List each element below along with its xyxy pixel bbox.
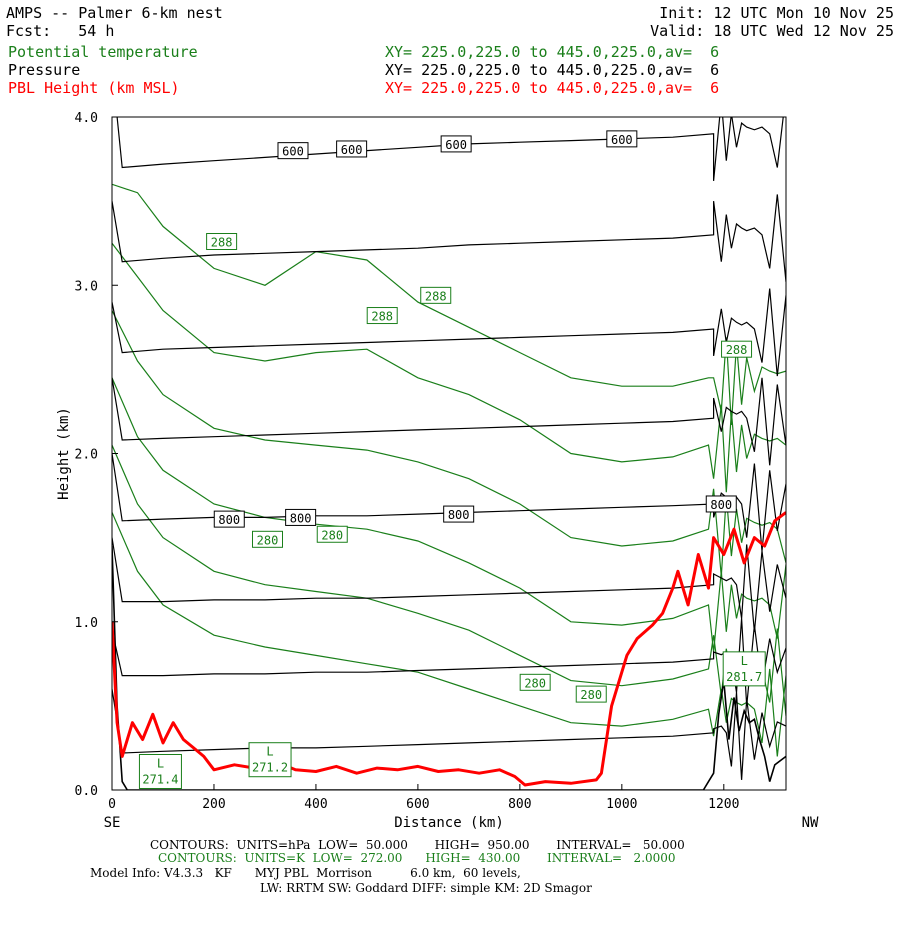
field-theta-name: Potential temperature xyxy=(8,43,198,61)
pressure-label-3-text: 600 xyxy=(611,133,633,147)
theta-contour-0 xyxy=(112,183,786,425)
theta-contour-1 xyxy=(112,242,786,493)
theta-label-10-box xyxy=(722,651,766,687)
theta-label-2-box xyxy=(420,286,452,304)
x-end-label-right: NW xyxy=(802,815,819,831)
pressure-contour-800 xyxy=(112,453,786,552)
theta-label-9-text: L xyxy=(266,745,273,759)
theta-label-4-text: 280 xyxy=(257,533,279,547)
field-pressure-xy: XY= 225.0,225.0 to 445.0,225.0,av= 6 xyxy=(385,61,720,79)
app-title: AMPS -- Palmer 6-km nest xyxy=(6,4,223,22)
cross-section-chart: 600 600 600 600 800 800 800 800 288 288 288 288 280 2… xyxy=(56,111,819,831)
forecast-label: Fcst: 54 h xyxy=(6,22,114,40)
theta-contour-info: CONTOURS: UNITS=K LOW= 272.00 HIGH= 430.… xyxy=(158,851,676,865)
pressure-label-2-box xyxy=(440,135,472,153)
theta-label-6-text: 280 xyxy=(524,676,546,690)
pressure-label-5-box xyxy=(285,508,317,526)
valid-time: Valid: 18 UTC Wed 12 Nov 25 xyxy=(650,22,894,40)
field-theta-xy: XY= 225.0,225.0 to 445.0,225.0,av= 6 xyxy=(385,43,720,61)
y-tick-label-0: 0.0 xyxy=(75,784,98,799)
x-tick-label-6: 1200 xyxy=(708,797,739,812)
theta-label-8-text: L xyxy=(157,756,164,770)
model-info-physics: LW: RRTM SW: Goddard DIFF: simple KM: 2D… xyxy=(260,881,592,895)
y-axis-label: Height (km) xyxy=(56,407,72,500)
x-tick-label-0: 0 xyxy=(108,797,116,812)
model-info: Model Info: V4.3.3 KF MYJ PBL Morrison 6… xyxy=(90,866,521,880)
pressure-contour-900 xyxy=(112,618,786,706)
pressure-label-5-text: 800 xyxy=(290,511,312,525)
pbl-height-line xyxy=(112,511,786,787)
pressure-label-6-box xyxy=(443,505,475,523)
pressure-label-7-box xyxy=(705,495,737,513)
pressure-contour-850 xyxy=(112,537,786,632)
theta-label-7-box xyxy=(575,685,607,703)
field-pbl-name: PBL Height (km MSL) xyxy=(8,79,180,97)
pressure-label-0-box xyxy=(277,142,309,160)
pressure-contour-650 xyxy=(112,194,786,282)
theta-label-8-text: 271.4 xyxy=(142,772,178,786)
theta-label-3-box xyxy=(721,340,753,358)
x-tick-label-4: 800 xyxy=(508,797,531,812)
x-tick-label-3: 600 xyxy=(406,797,429,812)
surface-line xyxy=(112,545,786,790)
pressure-label-6-text: 800 xyxy=(448,508,470,522)
theta-contour-4 xyxy=(112,444,786,717)
pressure-label-7-text: 800 xyxy=(710,498,732,512)
y-tick-label-2: 2.0 xyxy=(75,448,98,463)
theta-label-7-text: 280 xyxy=(580,688,602,702)
pressure-label-2-text: 600 xyxy=(445,138,467,152)
fcst-value: 54 h xyxy=(78,22,115,40)
x-axis-label: Distance (km) xyxy=(394,815,504,831)
theta-label-4-box xyxy=(251,530,283,548)
theta-label-9-box xyxy=(248,742,292,778)
theta-contour-3 xyxy=(112,377,786,653)
y-tick-label-1: 1.0 xyxy=(75,616,98,631)
pressure-contour-750 xyxy=(112,377,786,466)
theta-contour-5 xyxy=(112,512,786,757)
pressure-contour-700 xyxy=(112,288,786,377)
theta-label-10-text: 281.7 xyxy=(726,670,762,684)
field-pbl-xy: XY= 225.0,225.0 to 445.0,225.0,av= 6 xyxy=(385,79,720,97)
theta-contour-2 xyxy=(112,310,786,577)
theta-label-9-text: 271.2 xyxy=(252,761,288,775)
theta-label-2-text: 288 xyxy=(425,289,447,303)
theta-label-6-box xyxy=(519,673,551,691)
pressure-contour-600 xyxy=(116,117,784,181)
theta-label-3-text: 288 xyxy=(726,343,748,357)
pressure-label-3-box xyxy=(606,130,638,148)
field-pressure-name: Pressure xyxy=(8,61,81,79)
theta-label-10-text: L xyxy=(741,654,748,668)
theta-label-0-text: 288 xyxy=(211,236,233,250)
y-tick-label-3: 3.0 xyxy=(75,279,98,294)
init-time: Init: 12 UTC Mon 10 Nov 25 xyxy=(659,4,894,22)
pressure-label-1-box xyxy=(336,140,368,158)
pressure-label-4-box xyxy=(213,510,245,528)
theta-label-0-box xyxy=(206,233,238,251)
pressure-label-4-text: 800 xyxy=(218,513,240,527)
theta-label-5-box xyxy=(316,525,348,543)
x-tick-label-1: 200 xyxy=(202,797,225,812)
x-tick-label-2: 400 xyxy=(304,797,327,812)
pressure-contour-info: CONTOURS: UNITS=hPa LOW= 50.000 HIGH= 95… xyxy=(150,838,685,852)
y-tick-label-4: 4.0 xyxy=(75,111,98,126)
theta-label-1-box xyxy=(366,307,398,325)
theta-label-8-box xyxy=(138,753,182,789)
x-end-label-left: SE xyxy=(104,815,121,831)
pressure-label-0-text: 600 xyxy=(282,145,304,159)
x-tick-label-5: 1000 xyxy=(606,797,637,812)
pressure-label-1-text: 600 xyxy=(341,143,363,157)
fcst-label: Fcst: xyxy=(6,22,52,40)
theta-label-1-text: 288 xyxy=(371,310,393,324)
theta-label-5-text: 280 xyxy=(321,528,343,542)
